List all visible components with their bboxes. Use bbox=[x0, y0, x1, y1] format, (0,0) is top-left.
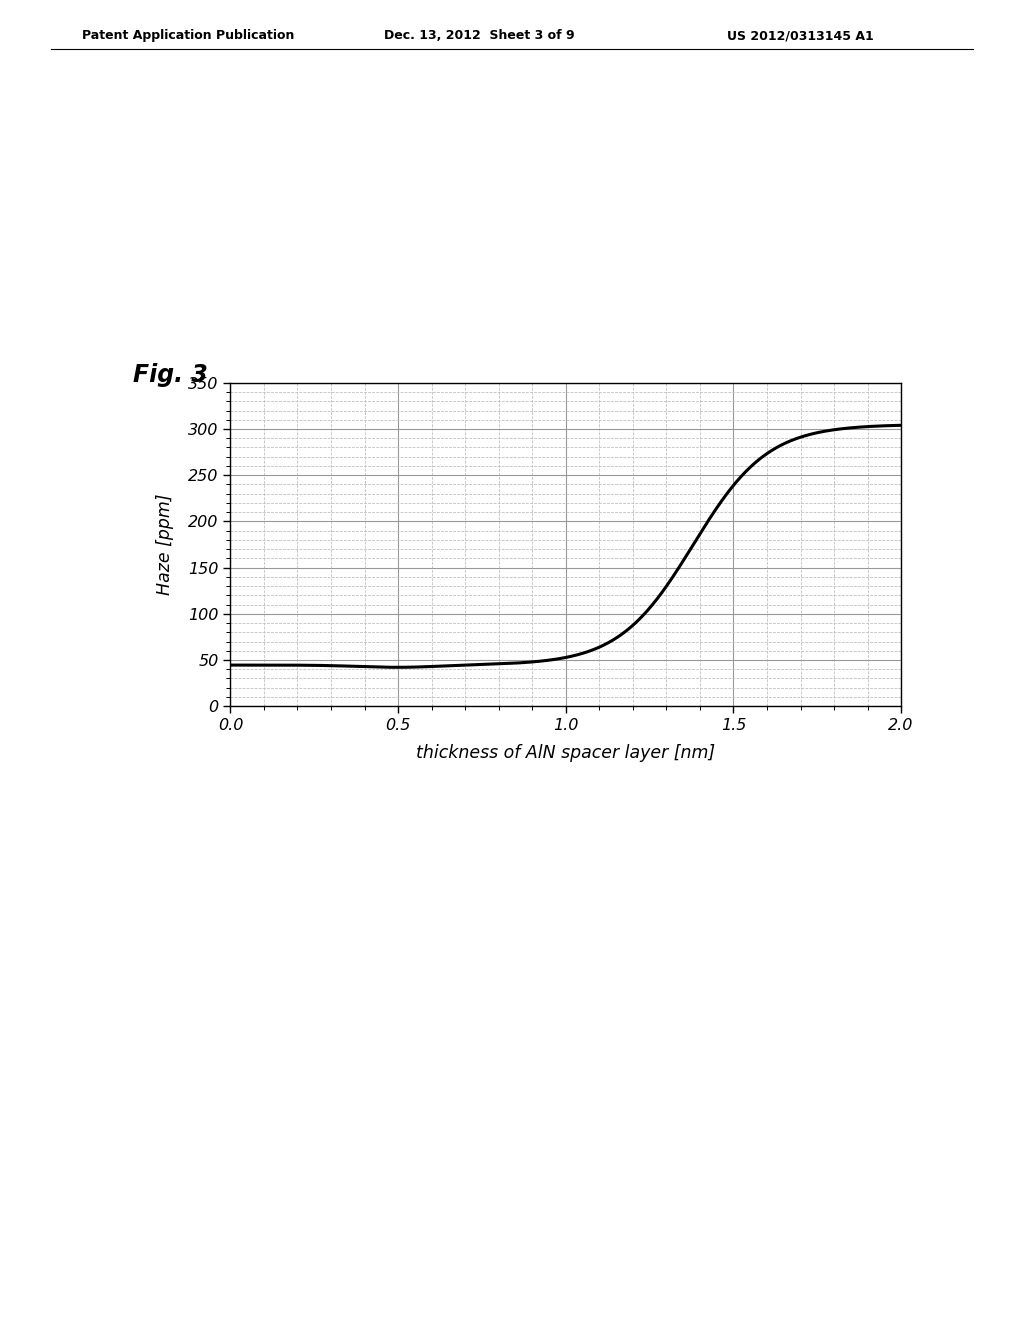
Y-axis label: Haze [ppm]: Haze [ppm] bbox=[157, 494, 174, 595]
Text: US 2012/0313145 A1: US 2012/0313145 A1 bbox=[727, 29, 873, 42]
Text: Fig. 3: Fig. 3 bbox=[133, 363, 208, 387]
Text: Dec. 13, 2012  Sheet 3 of 9: Dec. 13, 2012 Sheet 3 of 9 bbox=[384, 29, 574, 42]
X-axis label: thickness of AlN spacer layer [nm]: thickness of AlN spacer layer [nm] bbox=[416, 744, 716, 762]
Text: Patent Application Publication: Patent Application Publication bbox=[82, 29, 294, 42]
